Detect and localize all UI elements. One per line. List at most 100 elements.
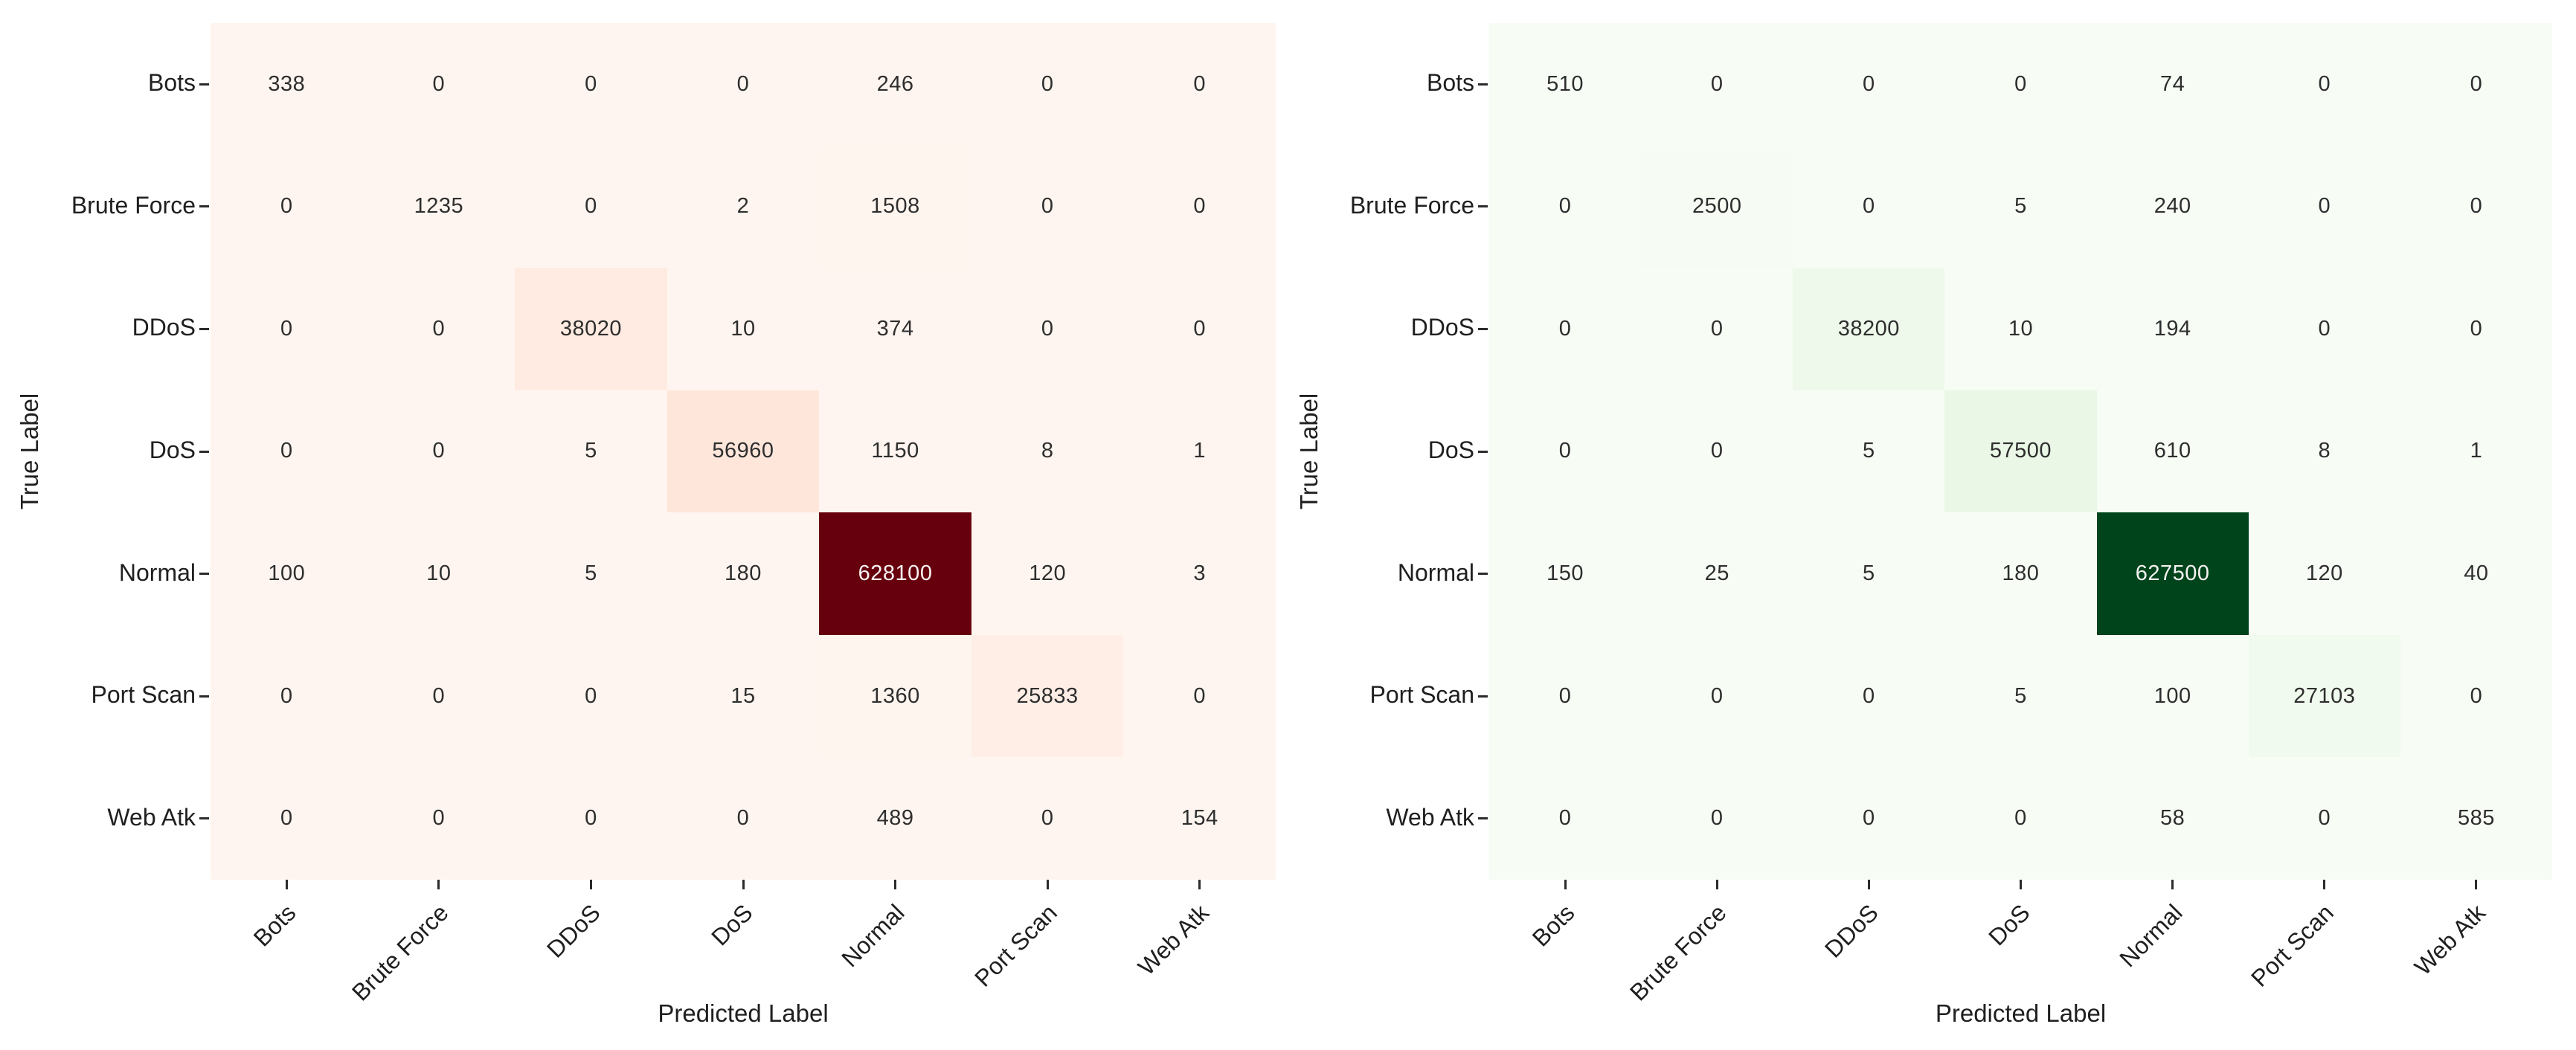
cell-value: 374 — [876, 316, 914, 341]
y-tick-mark — [199, 205, 209, 208]
cell-value: 5 — [585, 561, 597, 586]
matrix-cell: 1 — [1123, 390, 1276, 513]
matrix-cell: 0 — [1641, 268, 1793, 390]
cell-value: 489 — [876, 806, 914, 831]
matrix-cell: 0 — [971, 145, 1124, 268]
matrix-cell: 38200 — [1793, 268, 1945, 390]
cell-value: 1 — [2470, 439, 2483, 463]
x-tick-mark — [1715, 880, 1718, 889]
y-tick-label: DDoS — [1410, 314, 1474, 341]
x-tick-label: DoS — [1983, 899, 2035, 951]
matrix-cell: 40 — [2400, 512, 2552, 635]
cell-value: 2500 — [1692, 194, 1742, 219]
y-tick-label: Web Atk — [1386, 803, 1474, 831]
matrix-cell: 0 — [1123, 634, 1276, 758]
cell-value: 120 — [2305, 561, 2343, 586]
cell-value: 0 — [585, 806, 597, 831]
y-tick-label: DoS — [149, 437, 196, 464]
y-tick-mark — [1478, 205, 1488, 208]
matrix-cell: 2 — [667, 145, 820, 268]
matrix-cell: 10 — [1944, 268, 2097, 390]
x-axis-title: Predicted Label — [658, 999, 829, 1027]
matrix-cell: 100 — [211, 512, 363, 635]
cell-value: 150 — [1546, 561, 1584, 586]
x-tick-label: Brute Force — [1624, 899, 1732, 1006]
cell-value: 0 — [585, 71, 597, 96]
cell-value: 5 — [2014, 683, 2027, 708]
cell-value: 1150 — [871, 439, 919, 463]
x-tick-label: Brute Force — [346, 899, 454, 1006]
matrix-cell: 5 — [1944, 145, 2097, 268]
cell-value: 0 — [2318, 806, 2331, 831]
x-tick-mark — [589, 880, 592, 889]
matrix-cell: 0 — [1944, 23, 2097, 146]
cell-value: 0 — [2014, 806, 2027, 831]
cell-value: 40 — [2464, 561, 2489, 586]
x-tick-mark — [2171, 880, 2174, 889]
x-tick-mark — [1564, 880, 1567, 889]
cell-value: 0 — [736, 71, 750, 96]
cell-value: 0 — [1193, 71, 1207, 96]
cell-value: 0 — [2470, 683, 2483, 708]
cell-value: 0 — [280, 806, 293, 831]
x-tick-label: Bots — [248, 899, 301, 952]
x-tick-label: Normal — [836, 899, 910, 973]
matrix-cell: 120 — [2248, 512, 2400, 635]
cell-value: 0 — [1193, 194, 1207, 219]
y-tick-mark — [199, 450, 209, 453]
matrix-cell: 0 — [1489, 145, 1642, 268]
x-tick-mark — [1867, 880, 1870, 889]
matrix-cell: 0 — [1489, 634, 1642, 758]
cell-value: 5 — [1863, 439, 1875, 463]
matrix-cell: 240 — [2096, 145, 2249, 268]
y-tick-label: Port Scan — [1369, 681, 1474, 709]
x-tick-label: Port Scan — [2246, 899, 2339, 992]
cell-value: 0 — [1558, 806, 1572, 831]
cell-value: 0 — [1041, 316, 1054, 341]
matrix-cell: 0 — [1793, 145, 1945, 268]
matrix-cell: 120 — [971, 512, 1124, 635]
x-tick-label: DDoS — [542, 899, 606, 963]
cell-value: 27103 — [2293, 683, 2356, 708]
cell-value: 0 — [280, 316, 293, 341]
matrix-cell: 0 — [1489, 757, 1642, 880]
cell-value: 8 — [2318, 439, 2331, 463]
matrix-cell: 154 — [1123, 757, 1276, 880]
matrix-cell: 628100 — [819, 512, 971, 635]
cell-value: 0 — [1558, 683, 1572, 708]
matrix-cell: 180 — [667, 512, 820, 635]
y-tick-label: Web Atk — [107, 803, 196, 831]
x-tick-mark — [2323, 880, 2326, 889]
matrix-cell: 0 — [667, 757, 820, 880]
cell-value: 10 — [730, 316, 756, 341]
cell-value: 0 — [1558, 439, 1572, 463]
matrix-cell: 0 — [1793, 757, 1945, 880]
cell-value: 180 — [2002, 561, 2040, 586]
y-tick-mark — [1478, 327, 1488, 330]
cell-value: 0 — [585, 683, 597, 708]
cell-value: 0 — [432, 683, 446, 708]
cell-value: 38020 — [559, 316, 622, 341]
matrix-cell: 0 — [2248, 145, 2400, 268]
y-tick-mark — [199, 573, 209, 576]
cell-value: 8 — [1041, 439, 1054, 463]
x-axis-title: Predicted Label — [1935, 999, 2107, 1027]
matrix-cell: 0 — [515, 23, 667, 146]
matrix-cell: 0 — [667, 23, 820, 146]
x-tick-label: Web Atk — [2409, 899, 2491, 981]
cell-value: 3 — [1193, 561, 1207, 586]
matrix-cell: 0 — [971, 268, 1124, 390]
matrix-cell: 5 — [1793, 512, 1945, 635]
x-tick-label: DoS — [705, 899, 758, 951]
cell-value: 0 — [1041, 806, 1054, 831]
cell-value: 0 — [2014, 71, 2027, 96]
cell-value: 0 — [2470, 194, 2483, 219]
cell-value: 0 — [1863, 71, 1875, 96]
x-tick-label: Port Scan — [969, 899, 1062, 992]
matrix-cell: 0 — [211, 145, 363, 268]
cell-value: 0 — [1041, 71, 1054, 96]
cell-value: 0 — [2470, 71, 2483, 96]
matrix-cell: 1235 — [362, 145, 515, 268]
cell-value: 154 — [1181, 806, 1218, 831]
matrix-cell: 100 — [2096, 634, 2249, 758]
